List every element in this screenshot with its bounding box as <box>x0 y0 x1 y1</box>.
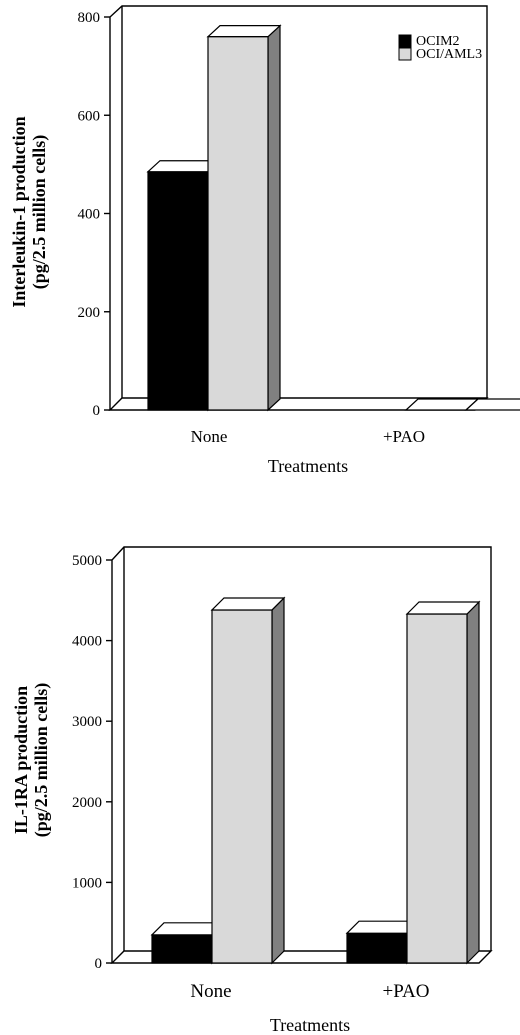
chart-2-bars <box>150 596 481 965</box>
bar-front-face <box>346 932 408 964</box>
bar-oci-aml3-pao <box>464 398 520 411</box>
bar-oci-aml3-none <box>206 24 282 412</box>
chart-2-y-ticks: 0 1000 2000 3000 4000 5000 <box>72 553 112 972</box>
legend-label-ocim2: OCIM2 <box>416 34 460 49</box>
bar-side-face <box>466 600 480 965</box>
y-tick-label: 3000 <box>72 714 102 730</box>
bar-front-face <box>207 36 269 411</box>
bar-oci-aml3-none <box>210 596 286 965</box>
legend-label-oci-aml3: OCI/AML3 <box>416 47 482 62</box>
chart-1: 0 200 400 600 800 OCIM2 OCI/AML3 None +PAO T… <box>9 5 520 476</box>
chart-1-y-axis-label: Interleukin-1 production (pg/2.5 million… <box>9 116 50 307</box>
chart-2: 0 1000 2000 3000 4000 5000 None +PAO Treatmen… <box>11 546 493 1035</box>
chart-2-category-none: None <box>190 981 231 1002</box>
chart-1-y-ticks: 0 200 400 600 800 <box>78 10 110 419</box>
bar-front-face <box>147 171 209 411</box>
y-tick-label: 400 <box>78 207 101 223</box>
y-tick-label: 800 <box>78 10 101 26</box>
y-tick-label: 600 <box>78 108 101 124</box>
y-tick-label: 1000 <box>72 875 102 891</box>
chart-1-legend: OCIM2 OCI/AML3 <box>398 34 482 62</box>
y-tick-label: 0 <box>93 403 101 419</box>
y-tick-label: 2000 <box>72 795 102 811</box>
chart-1-y-axis-label-line-2: (pg/2.5 million cells) <box>29 135 50 290</box>
chart-2-y-axis-label-line-1: IL-1RA production <box>11 686 31 834</box>
chart-1-y-axis-label-line-1: Interleukin-1 production <box>9 116 29 307</box>
bar-top-face <box>405 601 481 615</box>
bar-ocim2-none <box>150 921 226 965</box>
chart-2-x-axis-label: Treatments <box>270 1015 350 1035</box>
bar-side-face <box>267 24 281 412</box>
chart-2-y-axis-label: IL-1RA production (pg/2.5 million cells) <box>11 683 52 838</box>
bar-top-face <box>206 25 282 38</box>
chart-1-category-none: None <box>191 427 228 446</box>
bar-front-face <box>406 613 468 964</box>
chart-1-category-pao: +PAO <box>383 427 425 446</box>
chart-2-category-pao: +PAO <box>383 981 430 1002</box>
y-tick-label: 200 <box>78 305 101 321</box>
bar-front-face <box>151 934 213 964</box>
chart-2-y-axis-label-line-2: (pg/2.5 million cells) <box>31 683 52 838</box>
legend-swatch-ocim2 <box>398 34 412 48</box>
y-tick-label: 0 <box>95 956 103 972</box>
chart-1-frame <box>108 5 489 411</box>
y-tick-label: 5000 <box>72 553 102 569</box>
chart-1-x-axis-label: Treatments <box>268 456 348 476</box>
bar-front-face <box>211 609 273 964</box>
y-tick-label: 4000 <box>72 634 102 650</box>
bar-side-face <box>271 596 285 965</box>
bar-top-face <box>210 597 286 611</box>
bar-top-face <box>464 398 520 411</box>
chart-1-bars <box>146 24 520 412</box>
legend-swatch-oci-aml3 <box>398 47 412 61</box>
bar-oci-aml3-pao <box>405 600 481 965</box>
